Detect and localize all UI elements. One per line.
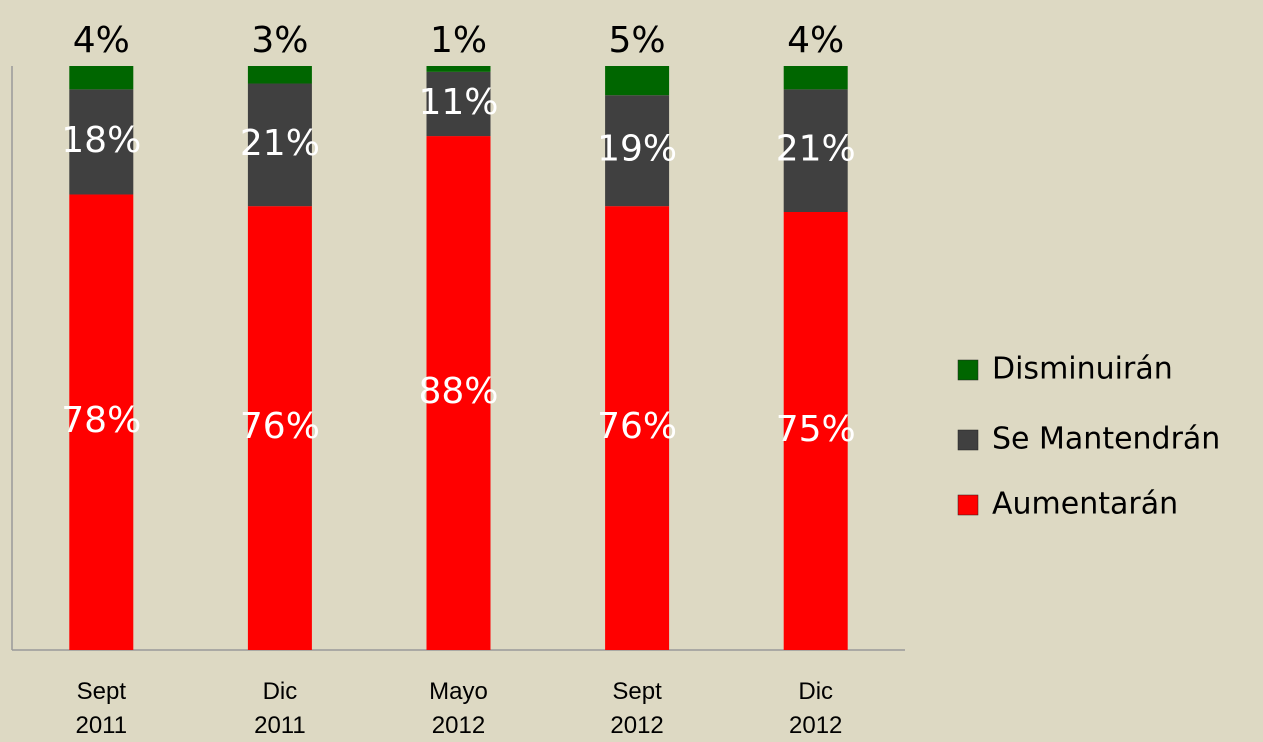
bar-segment [69,89,134,195]
data-label: 78% [61,400,141,441]
legend-label: Aumentarán [992,487,1178,522]
data-label: 5% [609,20,666,61]
data-label: 3% [251,20,308,61]
legend-swatch [957,429,979,451]
data-label: 88% [418,371,498,412]
bar-segment [783,66,848,90]
data-label: 4% [787,20,844,61]
bar-segment [605,66,670,96]
bar-segment [783,212,848,650]
data-label: 21% [240,123,320,164]
legend-swatch [957,359,979,381]
bar-segment [605,206,670,650]
legend-swatch [957,494,979,516]
data-label: 4% [73,20,130,61]
data-label: 76% [597,406,677,447]
legend-label: Se Mantendrán [992,422,1220,457]
x-tick-label: Sept 2011 [75,678,127,739]
legend-label: Disminuirán [992,352,1173,387]
bar-segment [247,66,312,84]
x-tick-label: Mayo 2012 [429,678,488,739]
bar-segment [426,66,491,72]
bar-segment [783,89,848,212]
bar-segment [426,136,491,650]
data-label: 18% [61,120,141,161]
data-label: 1% [430,20,487,61]
x-tick-label: Dic 2012 [789,678,842,739]
bar-segment [605,95,670,207]
bar-segment [426,71,491,137]
data-label: 21% [776,129,856,170]
bar-segment [247,83,312,207]
x-tick-label: Sept 2012 [610,678,663,739]
data-label: 75% [776,409,856,450]
bar-segment [69,66,134,90]
bar-segment [69,194,134,651]
data-label: 19% [597,129,677,170]
bar-segment [247,206,312,650]
x-tick-label: Dic 2011 [254,678,306,739]
data-label: 11% [418,82,498,123]
data-label: 76% [240,406,320,447]
